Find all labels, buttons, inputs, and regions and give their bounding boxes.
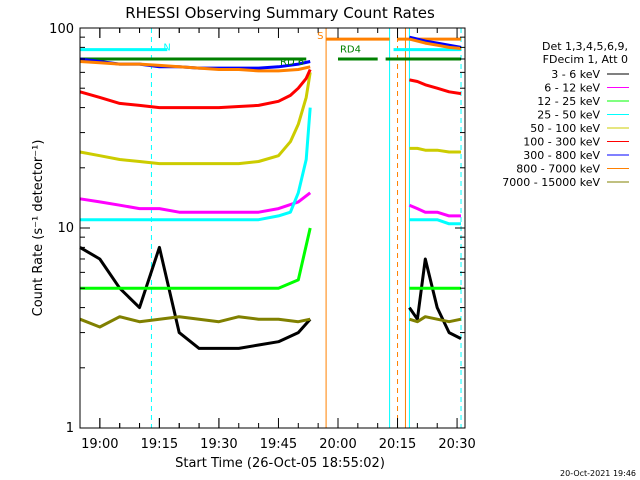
x-tick-label: 19:45 (260, 437, 297, 452)
plot-frame (79, 27, 466, 429)
annotation-label: RD4 (340, 45, 361, 56)
series-line (80, 107, 312, 222)
footer-stamp: 20-Oct-2021 19:46 (560, 469, 636, 478)
legend-label: 12 - 25 keV (537, 95, 600, 108)
series-line (409, 35, 462, 49)
legend-label: 300 - 800 keV (523, 149, 600, 162)
series-line (79, 72, 312, 166)
x-tick-label: 19:00 (81, 437, 118, 452)
legend-header: Det 1,3,4,5,6,9, (542, 40, 628, 53)
y-tick-label: 100 (49, 22, 74, 37)
legend-label: 50 - 100 keV (530, 122, 600, 135)
x-tick-label: 20:00 (319, 437, 356, 452)
legend-label: 100 - 300 keV (523, 136, 600, 149)
series-line (409, 218, 461, 226)
plot-area (79, 28, 462, 428)
chart-title: RHESSI Observing Summary Count Rates (125, 4, 435, 22)
series-line (409, 37, 462, 50)
series-line (408, 315, 462, 324)
series-line (408, 257, 462, 340)
series-line (79, 68, 312, 110)
legend-label: 3 - 6 keV (551, 68, 600, 81)
series-line (79, 245, 312, 350)
y-tick-label: 1 (66, 421, 74, 436)
series-line (79, 191, 312, 214)
legend-label: 7000 - 15000 keV (502, 176, 600, 189)
legend-label: 25 - 50 keV (537, 109, 600, 122)
legend: Det 1,3,4,5,6,9,FDecim 1, Att 0 3 - 6 keV… (502, 40, 629, 189)
axis-ticks (79, 27, 465, 429)
annotation-label: S (317, 31, 323, 42)
x-tick-label: 19:30 (200, 437, 237, 452)
series-line (79, 60, 311, 73)
legend-label: 6 - 12 keV (544, 82, 600, 95)
y-tick-label: 10 (57, 221, 74, 236)
x-tick-label: 19:15 (141, 437, 178, 452)
legend-header: FDecim 1, Att 0 (543, 53, 628, 66)
annotations: N RD4 RD 6 S (163, 31, 361, 68)
series-line (79, 315, 311, 329)
x-axis-label: Start Time (26-Oct-05 18:55:02) (175, 456, 385, 471)
series-line (408, 203, 461, 218)
annotation-label: RD 6 (280, 57, 304, 68)
series-line (409, 78, 462, 96)
x-tick-label: 20:15 (379, 437, 416, 452)
x-tick-labels: 19:00 19:15 19:30 19:45 20:00 20:15 20:30 (81, 437, 476, 452)
plot-border (79, 27, 466, 429)
series-line (80, 227, 312, 290)
y-axis-label: Count Rate (s⁻¹ detector⁻¹) (31, 140, 46, 317)
series-line (409, 146, 461, 154)
annotation-label: N (163, 42, 170, 53)
x-tick-label: 20:30 (438, 437, 475, 452)
legend-label: 800 - 7000 keV (516, 163, 600, 176)
